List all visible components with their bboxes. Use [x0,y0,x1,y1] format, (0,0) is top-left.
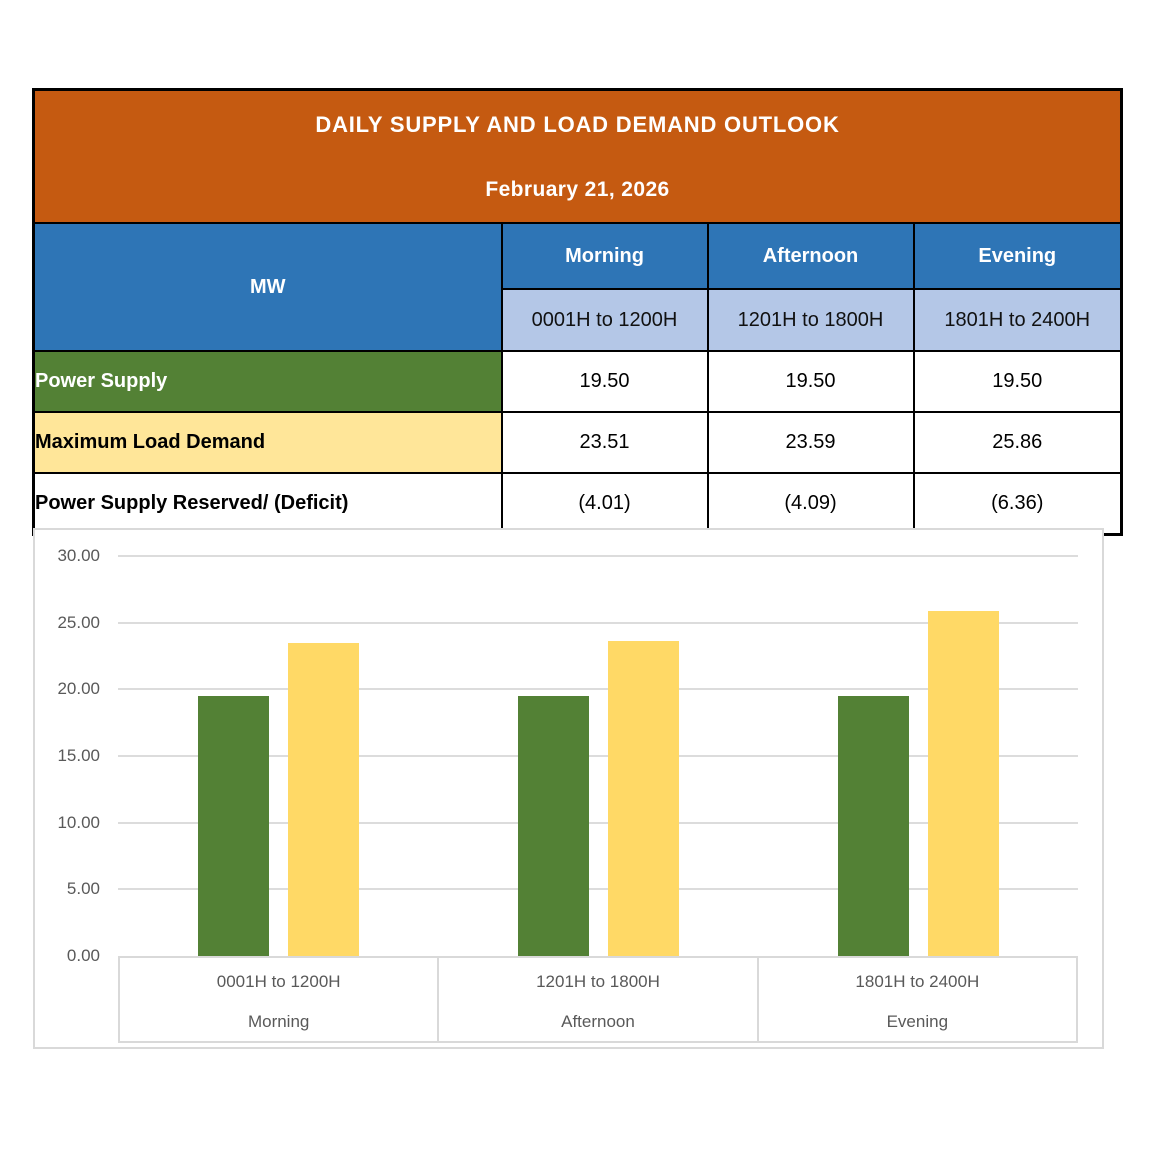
row-label-reserve-deficit: Power Supply Reserved/ (Deficit) [32,472,503,536]
x-category-evening: 1801H to 2400H Evening [759,958,1076,1041]
period-header-evening: Evening [912,222,1123,290]
value-reserve-deficit-evening: (6.36) [912,472,1123,536]
y-axis-label-25.00: 25.00 [57,612,100,632]
chart-plot-area: 0.00 5.00 10.00 15.00 20.00 25.00 30.00 0001H t… [35,530,1102,1047]
x-category-morning: 0001H to 1200H Morning [120,958,440,1041]
value-max-load-demand-morning: 23.51 [500,411,709,474]
x-period-label: Afternoon [561,1012,635,1031]
x-category-afternoon: 1201H to 1800H Afternoon [439,958,759,1041]
gridline-25 [118,621,1078,624]
period-header-morning: Morning [500,222,709,290]
bar-chart: 0.00 5.00 10.00 15.00 20.00 25.00 30.00 0001H t… [33,528,1104,1049]
table-row: Power Supply Reserved/ (Deficit) (4.01) … [32,472,1123,536]
x-axis-label-box: 0001H to 1200H Morning 1201H to 1800H After… [118,956,1078,1043]
table-header-cell: DAILY SUPPLY AND LOAD DEMAND OUTLOOK Feb… [32,88,1123,224]
bar-power-supply-evening [837,696,909,956]
bar-power-supply-afternoon [517,696,589,956]
bar-maximum-load-demand-afternoon [607,641,679,956]
table-title: DAILY SUPPLY AND LOAD DEMAND OUTLOOK [315,111,840,137]
row-label-power-supply: Power Supply [32,350,503,413]
table-date: February 21, 2026 [485,177,670,201]
bar-maximum-load-demand-evening [927,611,999,956]
x-period-label: Evening [886,1012,949,1031]
x-range-label: 0001H to 1200H [216,972,341,991]
bar-maximum-load-demand-morning [287,642,359,956]
y-axis-label-20.00: 20.00 [57,679,100,699]
range-header-afternoon: 1201H to 1800H [706,288,915,352]
y-axis-label-30.00: 30.00 [57,546,100,565]
supply-demand-table: DAILY SUPPLY AND LOAD DEMAND OUTLOOK Feb… [32,88,1124,536]
value-max-load-demand-afternoon: 23.59 [706,411,915,474]
x-range-label: 1801H to 2400H [855,972,980,991]
range-header-morning: 0001H to 1200H [500,288,709,352]
value-power-supply-evening: 19.50 [912,350,1123,413]
value-reserve-deficit-morning: (4.01) [500,472,709,536]
x-period-label: Morning [247,1012,310,1031]
y-axis-label-0.00: 0.00 [66,946,100,965]
y-axis-label-15.00: 15.00 [57,746,100,765]
value-reserve-deficit-afternoon: (4.09) [706,472,915,536]
y-axis-label-10.00: 10.00 [57,812,100,832]
row-label-max-load-demand: Maximum Load Demand [32,411,503,474]
gridline-15 [118,755,1078,757]
table-row: Maximum Load Demand 23.51 23.59 25.86 [32,411,1123,474]
range-header-evening: 1801H to 2400H [912,288,1123,352]
x-range-label: 1201H to 1800H [536,972,660,991]
gridline-20 [118,688,1078,691]
unit-header-cell: MW [32,222,503,352]
period-header-afternoon: Afternoon [706,222,915,290]
gridline-30 [118,555,1078,557]
y-axis-label-5.00: 5.00 [66,879,100,899]
value-power-supply-morning: 19.50 [500,350,709,413]
value-max-load-demand-evening: 25.86 [912,411,1123,474]
value-power-supply-afternoon: 19.50 [706,350,915,413]
table-row: Power Supply 19.50 19.50 19.50 [32,350,1123,413]
gridline-5 [118,888,1078,891]
gridline-10 [118,821,1078,824]
bar-power-supply-morning [197,696,269,956]
